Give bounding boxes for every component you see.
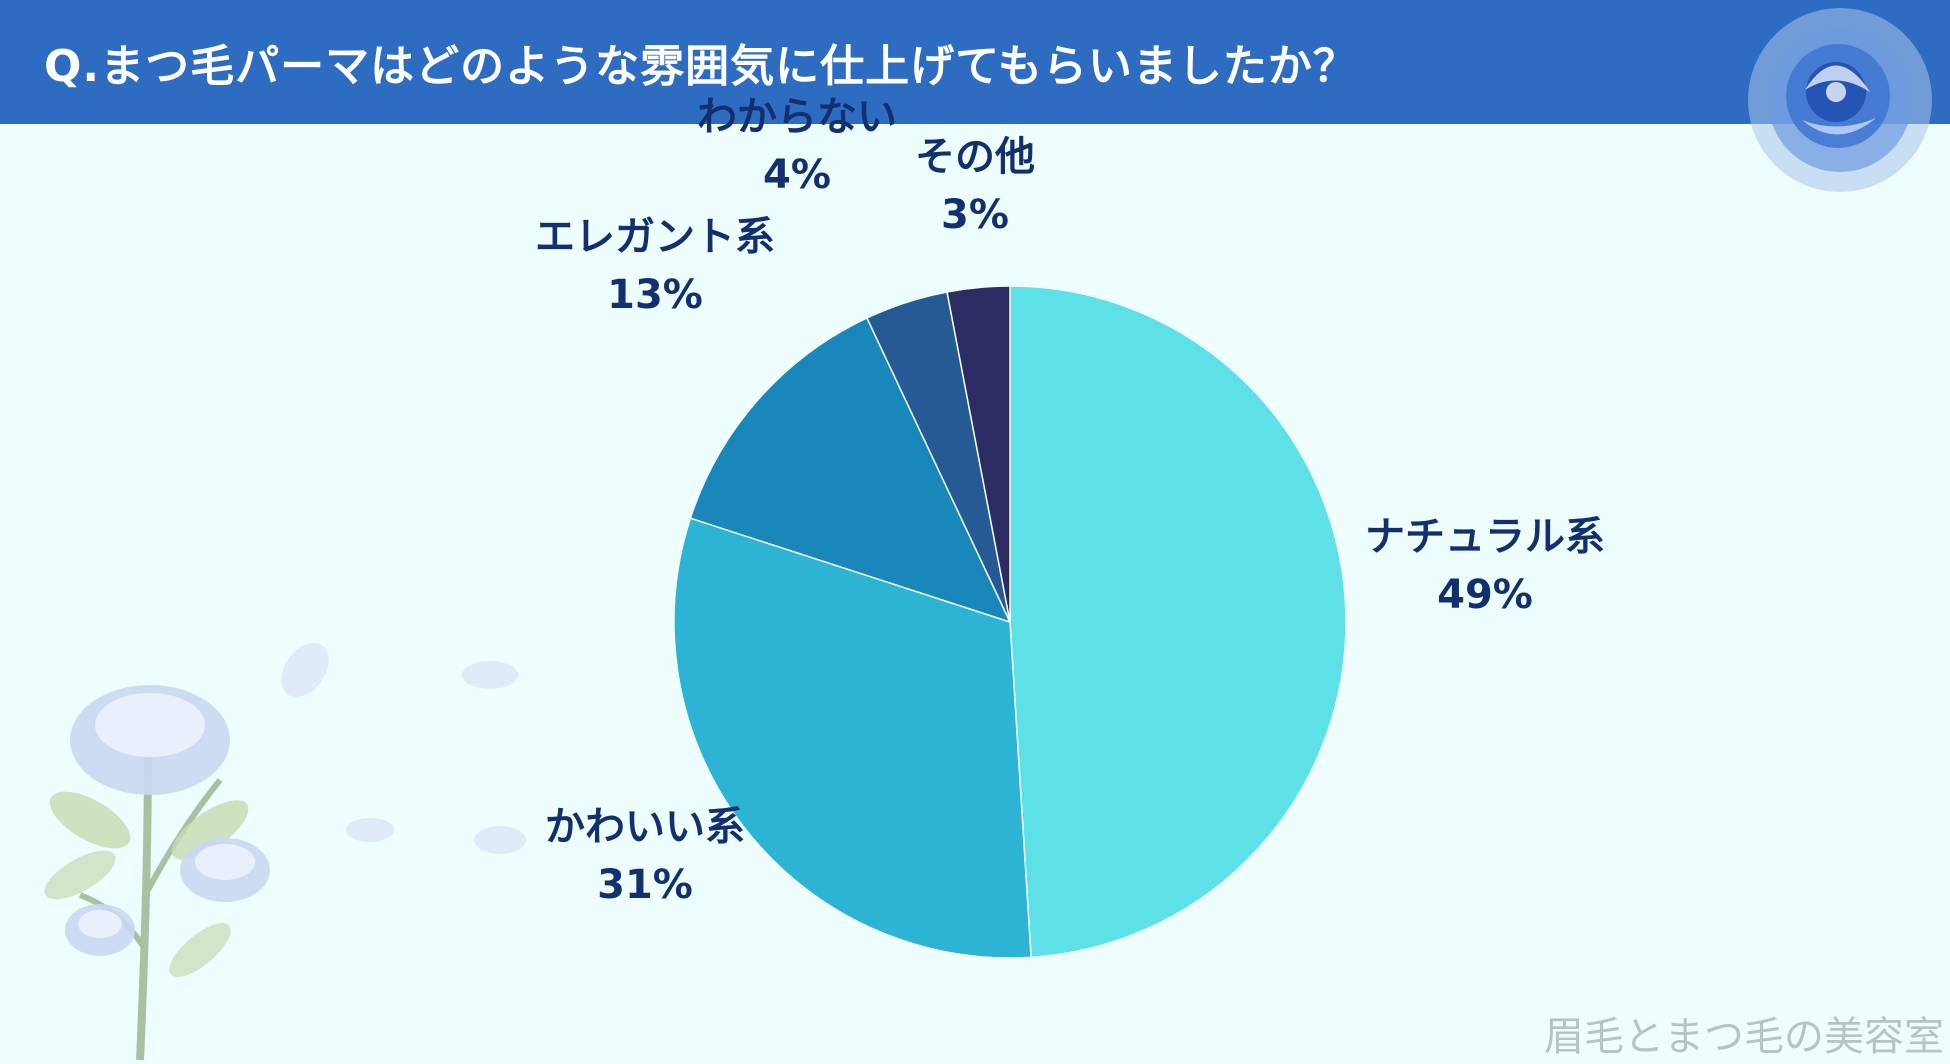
slice-value: 3% <box>941 192 1009 238</box>
slice-value: 13% <box>607 272 703 318</box>
pie-slice-2 <box>673 517 1032 959</box>
slice-label-2: かわいい系 31% <box>495 798 795 914</box>
pie-slice-5 <box>946 285 1011 623</box>
pie-slice-3 <box>689 316 1012 624</box>
blue-rose-icon <box>1748 8 1932 192</box>
header-bar: Q.まつ毛パーマはどのような雰囲気に仕上げてもらいましたか？ <box>0 0 1950 124</box>
page-title: Q.まつ毛パーマはどのような雰囲気に仕上げてもらいましたか？ <box>44 41 1358 92</box>
slice-label-5: その他 3% <box>825 128 1125 244</box>
slice-label-1: ナチュラル系 49% <box>1335 508 1635 624</box>
watermark: 眉毛とまつ毛の美容室 <box>1544 1014 1944 1060</box>
slice-value: 49% <box>1437 572 1533 618</box>
pie-slice-1 <box>1009 285 1347 959</box>
slice-label-4: わからない 4% <box>647 88 947 204</box>
slice-category: エレガント系 <box>535 214 775 260</box>
slice-category: わからない <box>697 94 897 140</box>
slice-category: その他 <box>915 134 1035 180</box>
blue-rose-branch-icon <box>44 642 526 1061</box>
slice-value: 31% <box>597 862 693 908</box>
slice-category: かわいい系 <box>545 804 745 850</box>
slice-label-3: エレガント系 13% <box>505 208 805 324</box>
slice-value: 4% <box>763 152 831 198</box>
slice-category: ナチュラル系 <box>1365 514 1605 560</box>
